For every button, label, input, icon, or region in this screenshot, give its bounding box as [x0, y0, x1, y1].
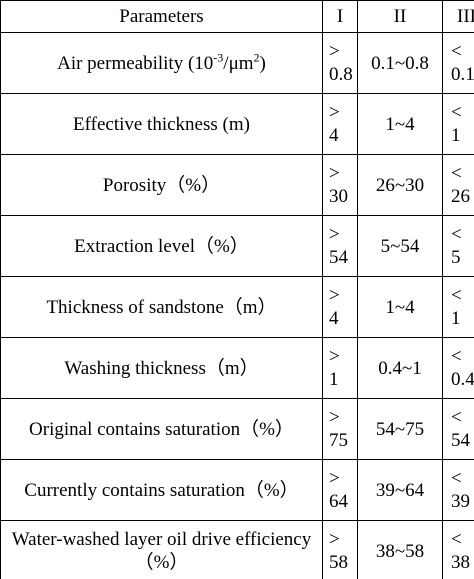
text: /μm	[223, 52, 254, 74]
header-cell: II	[357, 0, 443, 33]
cell: > 1	[322, 337, 358, 399]
superscript: 2	[253, 50, 260, 65]
cell: > 75	[322, 398, 358, 460]
cell: > 4	[322, 93, 358, 155]
cell: > 4	[322, 276, 358, 338]
cell: > 64	[322, 459, 358, 521]
text: )	[259, 52, 266, 74]
text: Air permeability (10	[57, 52, 214, 74]
cell: < 5	[442, 215, 474, 277]
table-row: Thickness of sandstone（m） > 4 1~4 < 1	[0, 276, 474, 338]
header-row: ParametersIIIIII	[0, 0, 474, 33]
cell: < 0.4	[442, 337, 474, 399]
header-cell: Parameters	[0, 0, 323, 33]
cell: 0.1~0.8	[357, 32, 443, 94]
cell: 1~4	[357, 93, 443, 155]
cell: > 54	[322, 215, 358, 277]
cell: Extraction level（%）	[0, 215, 323, 277]
cell: Porosity（%）	[0, 154, 323, 216]
table-row: Extraction level（%） > 54 5~54 < 5	[0, 215, 474, 277]
cell: < 54	[442, 398, 474, 460]
table-row: Effective thickness (m) > 4 1~4 < 1	[0, 93, 474, 155]
superscript: -3	[213, 50, 224, 65]
cell: Water-washed layer oil drive efficiency（…	[0, 520, 323, 579]
table-row: Original contains saturation（%） > 75 54~75…	[0, 398, 474, 460]
table-row: Washing thickness（m） > 1 0.4~1 < 0.4	[0, 337, 474, 399]
table-row: Air permeability (10-3/μm2) > 0.8 0.1~0.8 <…	[0, 32, 474, 94]
cell: 1~4	[357, 276, 443, 338]
table-row: Water-washed layer oil drive efficiency（…	[0, 520, 474, 579]
cell: Currently contains saturation（%）	[0, 459, 323, 521]
cell: 5~54	[357, 215, 443, 277]
cell: < 38	[442, 520, 474, 579]
table-row: Currently contains saturation（%） > 64 39~6…	[0, 459, 474, 521]
cell: 38~58	[357, 520, 443, 579]
cell: Washing thickness（m）	[0, 337, 323, 399]
cell: 39~64	[357, 459, 443, 521]
header-cell: III	[442, 0, 474, 33]
cell: 26~30	[357, 154, 443, 216]
table-row: Porosity（%） > 30 26~30 < 26	[0, 154, 474, 216]
cell: Original contains saturation（%）	[0, 398, 323, 460]
cell: < 26	[442, 154, 474, 216]
cell: Air permeability (10-3/μm2)	[0, 32, 323, 94]
cell: < 39	[442, 459, 474, 521]
cell: Thickness of sandstone（m）	[0, 276, 323, 338]
cell: < 0.1	[442, 32, 474, 94]
cell: > 0.8	[322, 32, 358, 94]
cell: 0.4~1	[357, 337, 443, 399]
cell: > 58	[322, 520, 358, 579]
cell: < 1	[442, 93, 474, 155]
cell: < 1	[442, 276, 474, 338]
cell: > 30	[322, 154, 358, 216]
cell: 54~75	[357, 398, 443, 460]
header-cell: I	[322, 0, 358, 33]
cell: Effective thickness (m)	[0, 93, 323, 155]
